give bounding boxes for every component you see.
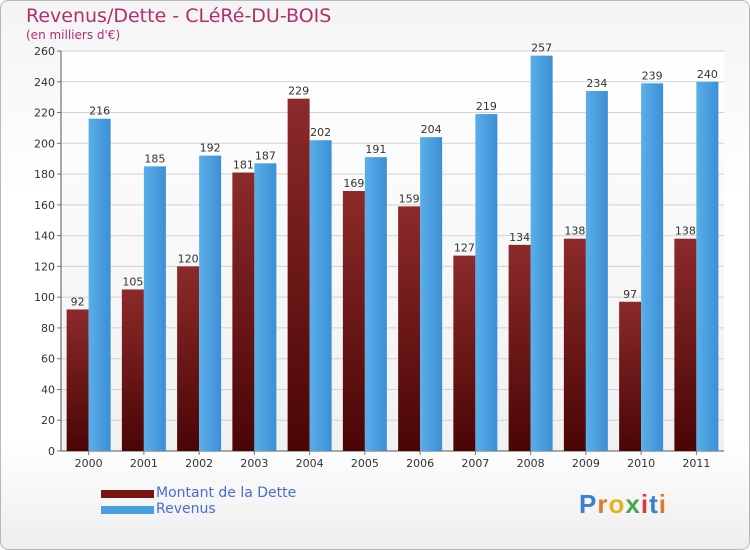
bar-dette — [453, 255, 476, 451]
y-tick-label: 180 — [34, 168, 55, 181]
y-tick-label: 160 — [34, 199, 55, 212]
data-label-dette: 159 — [399, 192, 420, 205]
logo-letter: r — [597, 489, 609, 519]
y-tick-label: 260 — [34, 45, 55, 58]
x-tick-label: 2002 — [185, 457, 213, 470]
bar-revenus — [199, 155, 222, 451]
y-tick-label: 120 — [34, 260, 55, 273]
y-tick-label: 40 — [41, 383, 55, 396]
logo-letter: x — [625, 489, 641, 519]
data-label-revenus: 185 — [144, 152, 165, 165]
bar-revenus — [530, 55, 553, 451]
bar-revenus — [88, 118, 111, 451]
x-tick-label: 2000 — [75, 457, 103, 470]
legend-label-dette: Montant de la Dette — [156, 485, 297, 501]
bar-dette — [619, 301, 642, 451]
data-label-dette: 181 — [233, 159, 254, 172]
bar-revenus — [585, 91, 608, 451]
legend-swatch-dette — [101, 490, 154, 498]
bar-revenus — [364, 157, 387, 451]
x-tick-label: 2011 — [682, 457, 710, 470]
logo-letter: o — [608, 489, 626, 519]
x-tick-label: 2004 — [296, 457, 324, 470]
data-label-revenus: 187 — [255, 149, 276, 162]
y-tick-label: 220 — [34, 107, 55, 120]
legend-swatch-revenus — [101, 506, 154, 514]
data-label-revenus: 216 — [89, 105, 110, 118]
x-tick-label: 2009 — [572, 457, 600, 470]
bar-dette — [563, 238, 586, 451]
bar-dette — [508, 244, 531, 451]
logo-letter: i — [658, 489, 667, 519]
y-tick-label: 80 — [41, 322, 55, 335]
data-label-revenus: 239 — [642, 69, 663, 82]
data-label-revenus: 191 — [365, 143, 386, 156]
logo-letter: P — [579, 489, 598, 519]
x-tick-label: 2003 — [240, 457, 268, 470]
bar-revenus — [420, 137, 443, 451]
bar-dette — [398, 206, 421, 451]
legend-label-revenus: Revenus — [156, 501, 216, 517]
plot-area — [61, 51, 724, 451]
x-tick-label: 2008 — [517, 457, 545, 470]
x-tick-label: 2001 — [130, 457, 158, 470]
data-label-dette: 134 — [509, 231, 530, 244]
data-label-dette: 105 — [122, 275, 143, 288]
bar-dette — [674, 238, 697, 451]
data-label-dette: 97 — [623, 288, 637, 301]
bar-dette — [232, 172, 255, 452]
bar-revenus — [696, 81, 719, 452]
y-tick-label: 60 — [41, 353, 55, 366]
y-tick-label: 20 — [41, 414, 55, 427]
data-label-revenus: 219 — [476, 100, 497, 113]
bar-revenus — [641, 83, 664, 452]
x-tick-label: 2007 — [461, 457, 489, 470]
bar-dette — [287, 98, 310, 451]
y-tick-label: 0 — [48, 445, 55, 458]
y-tick-label: 240 — [34, 76, 55, 89]
data-label-revenus: 257 — [531, 42, 552, 55]
bar-revenus — [143, 166, 166, 451]
data-label-revenus: 202 — [310, 126, 331, 139]
bar-dette — [66, 309, 89, 451]
bar-dette — [177, 266, 200, 451]
data-label-revenus: 204 — [421, 123, 442, 136]
bar-revenus — [254, 163, 277, 452]
chart-title: Revenus/Dette - CLéRé-DU-BOIS — [26, 5, 332, 27]
logo-letter: t — [649, 489, 659, 519]
chart-subtitle: (en milliers d'€) — [26, 28, 121, 42]
data-label-dette: 169 — [343, 177, 364, 190]
x-tick-label: 2006 — [406, 457, 434, 470]
bar-revenus — [475, 114, 498, 452]
y-tick-label: 200 — [34, 137, 55, 150]
bar-dette — [121, 289, 144, 451]
data-label-dette: 120 — [178, 252, 199, 265]
data-label-dette: 92 — [71, 295, 85, 308]
logo-letter: i — [640, 489, 650, 519]
y-tick-label: 140 — [34, 230, 55, 243]
data-label-dette: 138 — [675, 225, 696, 238]
data-label-revenus: 234 — [586, 77, 607, 90]
x-tick-label: 2010 — [627, 457, 655, 470]
proxiti-logo: Proxiti — [579, 489, 667, 520]
bar-revenus — [309, 140, 332, 451]
data-label-revenus: 192 — [200, 142, 221, 155]
data-label-revenus: 240 — [697, 68, 718, 81]
x-tick-label: 2005 — [351, 457, 379, 470]
data-label-dette: 127 — [454, 242, 475, 255]
data-label-dette: 138 — [564, 225, 585, 238]
bar-dette — [342, 191, 365, 451]
data-label-dette: 229 — [288, 85, 309, 98]
y-tick-label: 100 — [34, 291, 55, 304]
